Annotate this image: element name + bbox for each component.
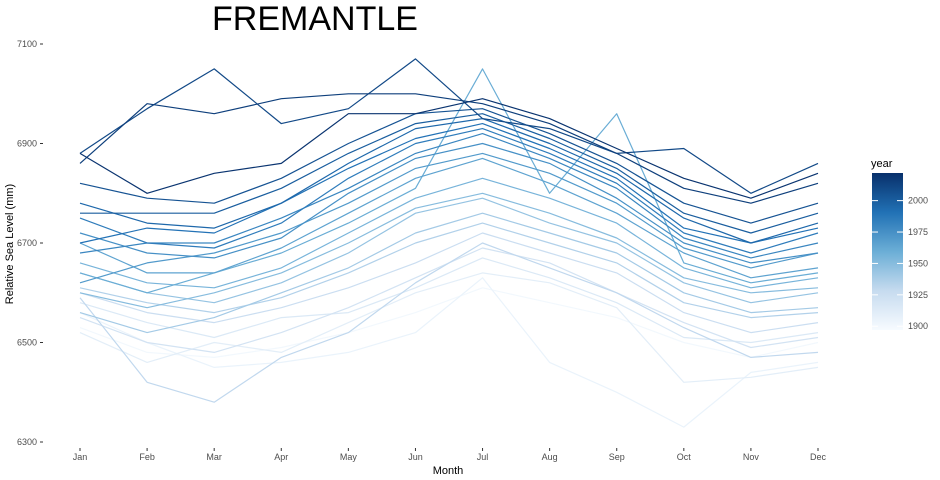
legend-tick-label: 1925 xyxy=(908,290,928,300)
series-line-2010 xyxy=(79,58,819,194)
series-line-1950 xyxy=(79,192,819,309)
y-axis-title: Relative Sea Level (mm) xyxy=(4,184,16,304)
legend-tick-label: 1900 xyxy=(908,321,928,331)
series-line-1960 xyxy=(79,68,819,294)
series-line-1940 xyxy=(79,212,819,334)
series-line-2000 xyxy=(80,113,819,234)
legend-tick-label: 1950 xyxy=(908,258,928,268)
series-line-2015 xyxy=(79,93,819,204)
series-line-1905 xyxy=(79,277,819,428)
series-line-1910 xyxy=(79,272,819,383)
series-line-1930 xyxy=(79,242,819,403)
x-axis: Jan Feb Mar Apr May Jun Jul Aug Sep Oct Nov Dec xyxy=(73,448,827,462)
series-line-1990 xyxy=(79,122,819,244)
x-tick-label: Jun xyxy=(408,452,423,462)
legend-colorbar xyxy=(872,173,903,330)
x-tick-label: Oct xyxy=(677,452,692,462)
x-tick-label: Apr xyxy=(274,452,288,462)
x-tick-label: May xyxy=(340,452,358,462)
chart-title: FREMANTLE xyxy=(212,0,418,38)
legend-tick-label: 1975 xyxy=(908,227,928,237)
x-tick-label: Mar xyxy=(206,452,222,462)
series-line-1970 xyxy=(79,152,819,284)
x-tick-label: Jan xyxy=(73,452,88,462)
y-axis: 6300 6500 6700 6900 7100 xyxy=(17,39,43,447)
y-tick-label: 6700 xyxy=(17,238,37,248)
series-line-1965 xyxy=(79,157,819,279)
series-line-1935 xyxy=(79,222,819,319)
y-tick-label: 6300 xyxy=(17,437,37,447)
series-line-1945 xyxy=(79,197,819,304)
y-tick-label: 6900 xyxy=(17,139,37,149)
legend-tick-label: 2000 xyxy=(908,196,928,206)
series-line-1995 xyxy=(79,117,819,244)
series-line-1975 xyxy=(79,142,819,264)
series-line-1985 xyxy=(79,128,819,254)
series-line-2005 xyxy=(79,108,819,224)
x-tick-label: Nov xyxy=(743,452,760,462)
y-tick-label: 6500 xyxy=(17,338,37,348)
legend: year 1900 1925 1950 1975 2000 xyxy=(871,158,928,331)
series-line-1955 xyxy=(79,177,819,289)
series-line-2020 xyxy=(79,98,819,199)
legend-title: year xyxy=(871,158,893,170)
series-line-1980 xyxy=(79,133,819,259)
series-line-1900 xyxy=(79,287,819,358)
x-axis-title: Month xyxy=(433,465,464,477)
x-tick-label: Dec xyxy=(810,452,827,462)
series-line-1925 xyxy=(79,232,819,334)
x-tick-label: Jul xyxy=(477,452,489,462)
series-line-1915 xyxy=(79,257,819,344)
series-lines xyxy=(79,58,819,428)
x-tick-label: Feb xyxy=(139,452,155,462)
x-tick-label: Aug xyxy=(542,452,558,462)
y-tick-label: 7100 xyxy=(17,39,37,49)
x-tick-label: Sep xyxy=(609,452,625,462)
